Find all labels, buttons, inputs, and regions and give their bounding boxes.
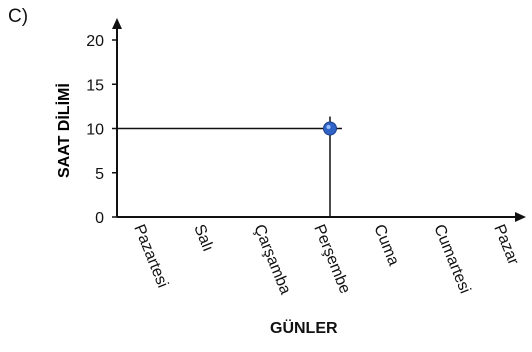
panel-label: C)	[8, 6, 29, 27]
x-tick-label-2: Çarşamba	[250, 222, 293, 297]
x-axis-label: GÜNLER	[270, 320, 338, 337]
y-axis-arrow	[112, 18, 122, 29]
x-axis-arrow	[515, 212, 526, 222]
data-point-highlight-0	[326, 125, 331, 129]
y-tick-label-10: 10	[86, 122, 104, 139]
x-tick-label-0: Pazartesi	[130, 222, 171, 290]
x-tick-label-1: Salı	[190, 222, 216, 254]
y-tick-label-0: 0	[95, 210, 104, 227]
y-tick-label-5: 5	[95, 166, 104, 183]
x-tick-label-3: Perşembe	[310, 222, 353, 296]
x-tick-label-4: Cuma	[370, 222, 402, 268]
x-tick-label-5: Cumartesi	[430, 222, 473, 296]
x-tick-label-6: Pazar	[490, 222, 522, 268]
y-tick-label-15: 15	[86, 77, 104, 94]
data-point-0	[323, 121, 337, 136]
y-tick-label-20: 20	[86, 33, 104, 50]
